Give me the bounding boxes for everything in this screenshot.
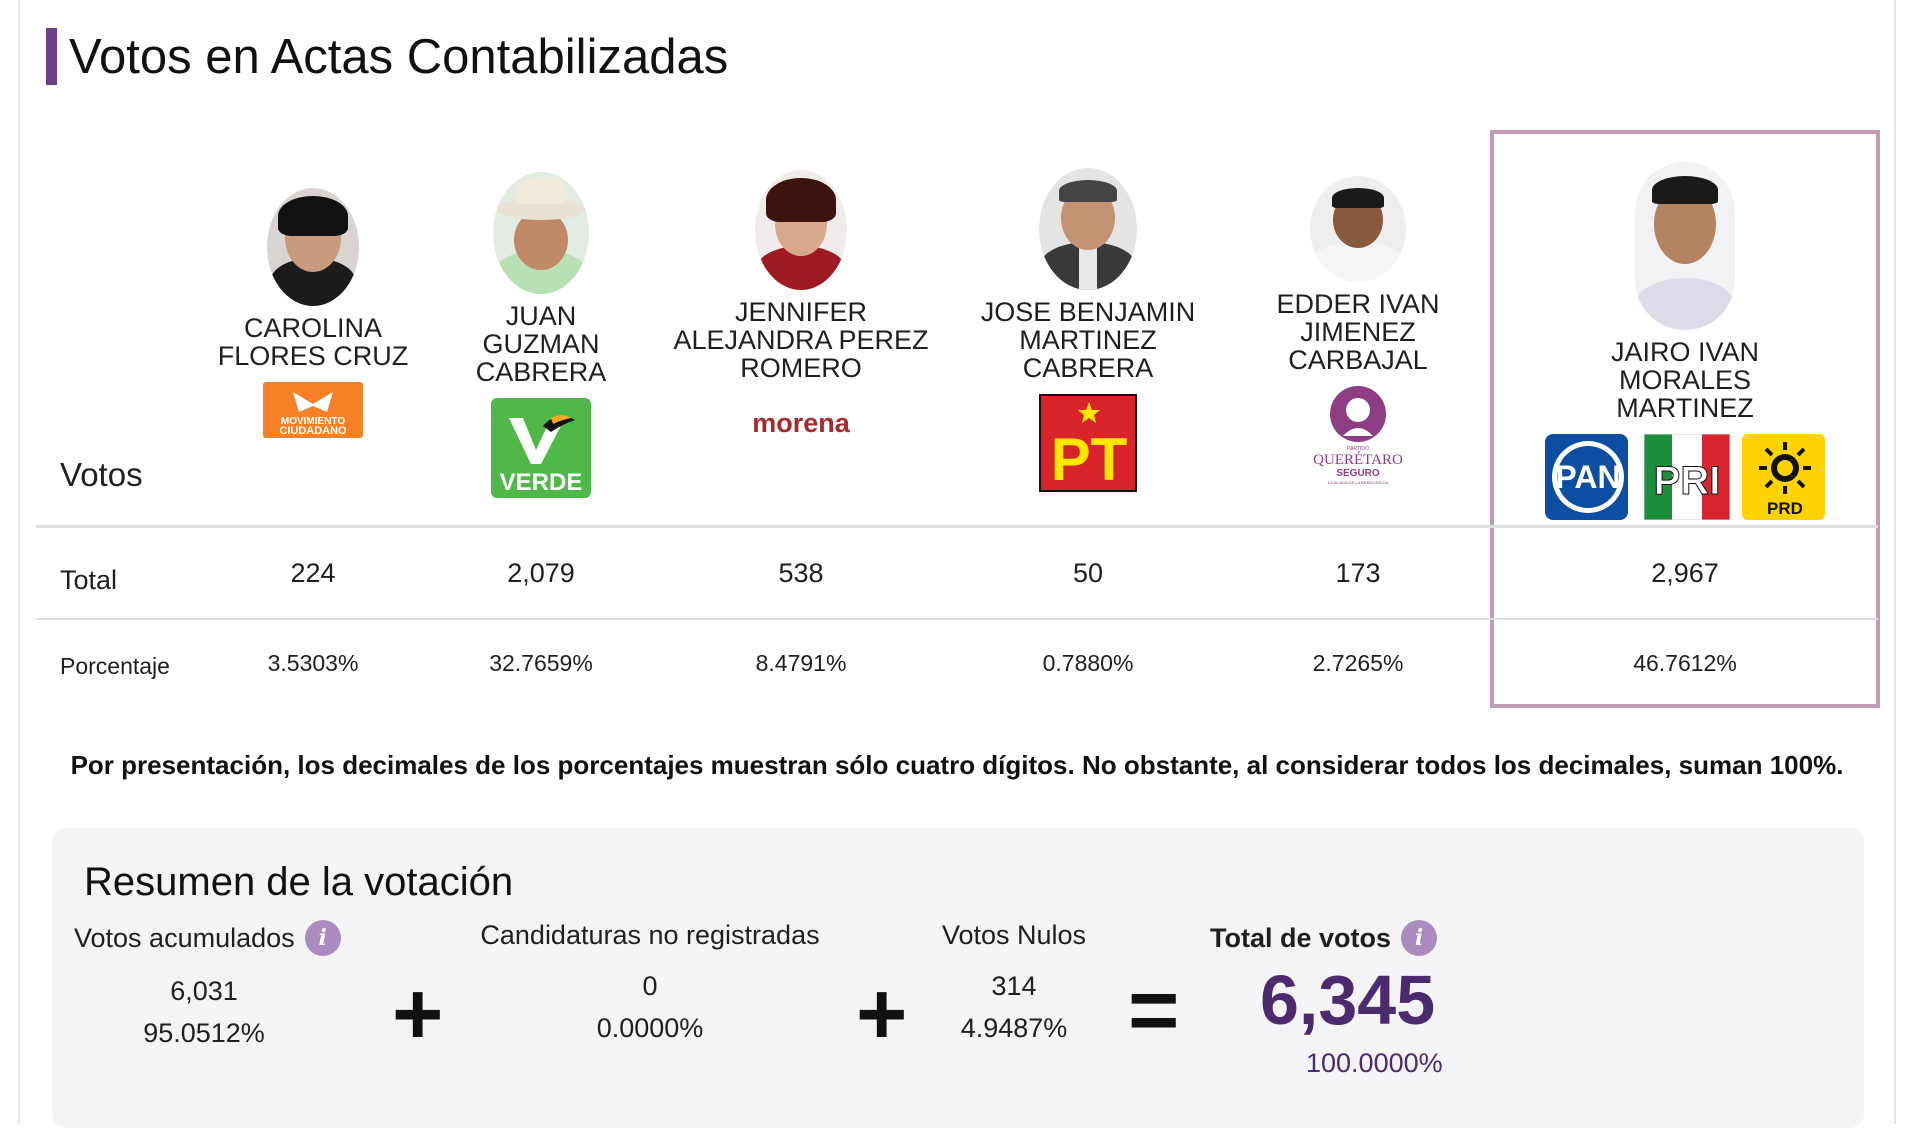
- accumulated-votes-label: Votos acumulados: [74, 922, 295, 953]
- movimiento-ciudadano-logo: MOVIMIENTO CIUDADANO: [263, 382, 363, 438]
- info-icon[interactable]: i: [304, 920, 341, 956]
- null-votes-value: 314: [991, 971, 1037, 1001]
- candidate-photo: [755, 170, 847, 290]
- qs-line4: LA ALIADA DE LA DEMOCRACIA: [1328, 480, 1389, 485]
- percentage-value: 32.7659%: [489, 650, 593, 676]
- vote-summary-panel: [52, 828, 1864, 1128]
- candidate-photo: [493, 172, 589, 294]
- equals-operator: =: [1128, 960, 1180, 1059]
- pan-text: PAN: [1555, 459, 1620, 495]
- candidate-name: CAROLINA FLORES CRUZ: [217, 313, 409, 371]
- candidate-card-3[interactable]: JENNIFER ALEJANDRA PEREZ ROMERO morena: [661, 170, 941, 448]
- percentage-value: 0.7880%: [1042, 650, 1134, 676]
- null-votes-percentage: 4.9487%: [960, 1013, 1068, 1043]
- leading-candidate-highlight: [1490, 130, 1880, 708]
- unregistered-candidates-block: Candidaturas no registradas 0 0.0000%: [470, 920, 830, 1049]
- unregistered-votes-percentage: 0.0000%: [596, 1013, 704, 1043]
- verde-text: VERDE: [500, 469, 583, 496]
- section-header: Votos en Actas Contabilizadas: [46, 28, 728, 85]
- percentage-value: 2.7265%: [1312, 650, 1404, 676]
- candidate-photo: [1310, 176, 1406, 282]
- total-votes-block: Total de votos i: [1210, 920, 1470, 956]
- summary-title: Resumen de la votación: [84, 860, 514, 904]
- plus-operator: +: [856, 964, 908, 1063]
- coalition-logos: PAN PRI: [1545, 434, 1826, 520]
- accumulated-votes-value: 6,031: [170, 976, 238, 1006]
- pt-logo: PT: [1039, 394, 1137, 492]
- candidate-card-1[interactable]: CAROLINA FLORES CRUZ MOVIMIENTO CIUDADAN…: [173, 188, 453, 438]
- total-value: 50: [1072, 558, 1104, 588]
- total-row-label: Total: [60, 565, 118, 595]
- percentage-value: 3.5303%: [267, 650, 359, 676]
- header-divider: [36, 525, 1878, 528]
- candidate-photo: [1039, 168, 1137, 290]
- total-value: 173: [1335, 558, 1381, 588]
- candidate-name: EDDER IVAN JIMENEZ CARBAJAL: [1276, 289, 1440, 375]
- total-value: 2,079: [507, 558, 575, 588]
- candidate-card-2[interactable]: JUAN GUZMAN CABRERA VERDE: [401, 172, 681, 498]
- total-value: 538: [778, 558, 824, 588]
- verde-logo: VERDE: [491, 398, 591, 498]
- candidate-name: JAIRO IVAN MORALES MARTINEZ: [1610, 337, 1760, 423]
- candidate-photo: [267, 188, 359, 306]
- qs-line1: PARTIDO: [1347, 446, 1369, 452]
- percentage-value: 46.7612%: [1633, 650, 1737, 676]
- pt-text: PT: [1051, 426, 1128, 492]
- unregistered-votes-value: 0: [642, 971, 658, 1001]
- pri-logo: PRI: [1643, 434, 1730, 520]
- decimals-note: Por presentación, los decimales de los p…: [70, 750, 1844, 780]
- unregistered-candidates-label: Candidaturas no registradas: [480, 920, 820, 950]
- accumulated-votes-percentage: 95.0512%: [143, 1018, 265, 1048]
- prd-logo: PRD: [1742, 434, 1826, 520]
- qs-line2: QUERÉTARO: [1313, 451, 1403, 468]
- frame-left-border: [18, 0, 20, 1124]
- morena-text: morena: [752, 408, 850, 438]
- total-value: 224: [290, 558, 336, 588]
- row-divider: [36, 618, 1878, 620]
- percentage-value: 8.4791%: [755, 650, 847, 676]
- candidate-name: JOSE BENJAMIN MARTINEZ CABRERA: [980, 297, 1196, 383]
- info-icon[interactable]: i: [1401, 920, 1438, 956]
- page-title: Votos en Actas Contabilizadas: [69, 29, 729, 84]
- candidate-name: JUAN GUZMAN CABRERA: [475, 301, 607, 387]
- prd-text: PRD: [1767, 499, 1803, 518]
- candidate-card-5[interactable]: EDDER IVAN JIMENEZ CARBAJAL PARTIDO QUER…: [1218, 176, 1498, 488]
- frame-right-border: [1894, 0, 1896, 1124]
- plus-operator: +: [392, 964, 444, 1063]
- total-value: 2,967: [1651, 558, 1719, 588]
- votes-header-label: Votos: [60, 456, 143, 493]
- title-accent-bar: [46, 28, 57, 85]
- pri-text: PRI: [1653, 459, 1720, 503]
- candidate-photo: [1635, 162, 1735, 330]
- total-votes-value: 6,345: [1260, 961, 1436, 1039]
- pan-logo: PAN: [1545, 434, 1628, 520]
- morena-logo: morena: [741, 408, 861, 448]
- total-votes-percentage: 100.0000%: [1306, 1048, 1443, 1078]
- queretaro-seguro-logo: PARTIDO QUERÉTARO SEGURO LA ALIADA DE LA…: [1303, 384, 1413, 488]
- qs-line3: SEGURO: [1336, 468, 1380, 479]
- mc-line2: CIUDADANO: [279, 425, 347, 437]
- accumulated-votes-block: Votos acumulados i 6,031 95.0512%: [74, 920, 341, 1054]
- candidate-name: JENNIFER ALEJANDRA PEREZ ROMERO: [673, 297, 929, 383]
- candidate-card-6[interactable]: JAIRO IVAN MORALES MARTINEZ PAN PRI: [1545, 162, 1826, 520]
- null-votes-block: Votos Nulos 314 4.9487%: [924, 920, 1104, 1049]
- null-votes-label: Votos Nulos: [941, 920, 1087, 950]
- mc-line1: MOVIMIENTO: [281, 416, 345, 427]
- percentage-row-label: Porcentaje: [60, 653, 170, 679]
- candidate-card-4[interactable]: JOSE BENJAMIN MARTINEZ CABRERA PT: [948, 168, 1228, 492]
- total-votes-label: Total de votos: [1210, 922, 1392, 953]
